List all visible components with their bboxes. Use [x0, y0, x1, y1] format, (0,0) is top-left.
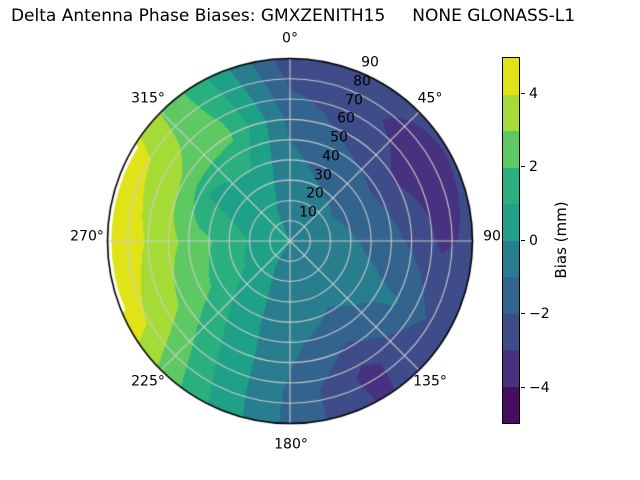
azimuth-label-0: 0° — [282, 30, 298, 47]
colorbar-tick-neg4: −4 — [529, 380, 550, 396]
colorbar-band — [503, 94, 519, 131]
azimuth-label-225: 225° — [131, 373, 165, 390]
radial-tick-50: 50 — [330, 129, 348, 146]
radial-tick-80: 80 — [353, 73, 371, 90]
colorbar-axis-label: Bias (mm) — [552, 201, 570, 279]
azimuth-label-270: 270° — [70, 228, 104, 245]
colorbar-tick-4: 4 — [529, 86, 538, 102]
radial-tick-40: 40 — [322, 148, 340, 165]
radial-tick-30: 30 — [314, 167, 332, 184]
colorbar-band — [503, 240, 519, 277]
colorbar-tick-neg2: −2 — [529, 306, 550, 322]
azimuth-label-135: 135° — [413, 373, 447, 390]
figure-title: Delta Antenna Phase Biases: GMXZENITH15 … — [10, 6, 576, 26]
colorbar-band — [503, 277, 519, 314]
azimuth-label-315: 315° — [131, 90, 165, 107]
azimuth-label-90: 90 — [483, 228, 501, 245]
colorbar-band — [503, 350, 519, 387]
colorbar-band — [503, 167, 519, 204]
radial-tick-90: 90 — [361, 54, 379, 71]
polar-plot-area — [106, 57, 474, 425]
radial-tick-70: 70 — [345, 92, 363, 109]
colorbar-band — [503, 313, 519, 350]
colorbar-tickmark — [520, 166, 525, 168]
colorbar-bands — [503, 58, 519, 423]
colorbar-tickmark — [520, 313, 525, 315]
colorbar-band — [503, 204, 519, 241]
azimuth-label-180: 180° — [274, 436, 308, 453]
colorbar-tickmark — [520, 387, 525, 389]
radial-tick-20: 20 — [306, 185, 324, 202]
radial-tick-60: 60 — [337, 110, 355, 127]
colorbar-band — [503, 386, 519, 423]
radial-tick-10: 10 — [299, 204, 317, 221]
colorbar-band — [503, 58, 519, 95]
azimuth-label-45: 45° — [417, 90, 443, 107]
colorbar-tick-2: 2 — [529, 159, 538, 175]
colorbar — [502, 57, 520, 424]
colorbar-tickmark — [520, 240, 525, 242]
colorbar-tick-0: 0 — [529, 233, 538, 249]
colorbar-band — [503, 131, 519, 168]
colorbar-tickmark — [520, 93, 525, 95]
